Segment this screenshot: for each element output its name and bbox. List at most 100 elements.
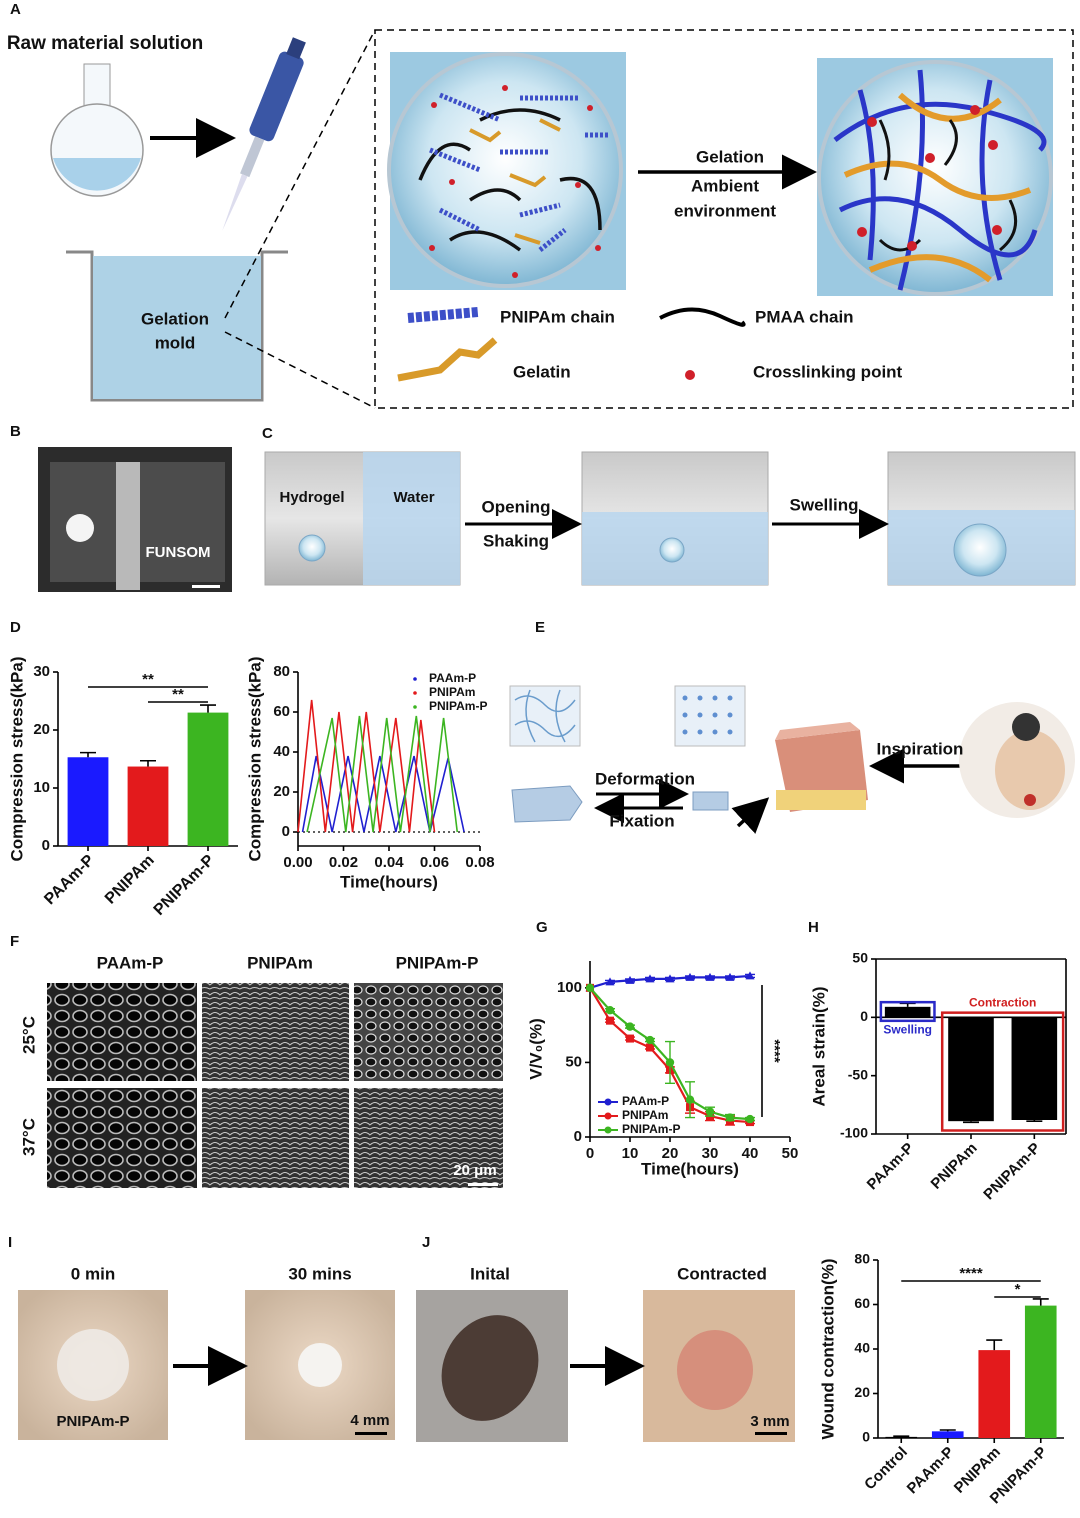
legend-label: Crosslinking point: [753, 362, 903, 381]
panel-letter: I: [8, 1234, 12, 1251]
bar: [884, 1006, 931, 1018]
data-point: [645, 974, 655, 983]
legend-label: PNIPAm-P: [429, 699, 487, 713]
data-point: [665, 1058, 675, 1067]
data-point: [745, 1114, 755, 1124]
y-tick-label: -100: [840, 1125, 868, 1141]
x-tick-label: 0.02: [329, 854, 358, 871]
scale-label: 4 mm: [350, 1412, 389, 1429]
error-bar: [963, 1121, 979, 1124]
data-point: [625, 1022, 635, 1031]
data-point: [725, 972, 735, 981]
annotation-label: Swelling: [883, 1022, 932, 1036]
label: 0 min: [71, 1264, 115, 1283]
flask: [50, 63, 144, 197]
zoom-box: [374, 29, 1074, 409]
label: Raw material solution: [7, 33, 203, 54]
error-bar: [986, 1339, 1003, 1351]
label: Inspiration: [877, 739, 964, 758]
x-tick-label: PNIPAm: [102, 852, 158, 908]
y-tick-label: 60: [854, 1295, 870, 1311]
error-bar: [1032, 1298, 1049, 1306]
data-point: [745, 971, 755, 980]
panel-letter: H: [808, 919, 819, 936]
y-tick-label: 60: [273, 703, 290, 720]
x-tick-label: 0: [586, 1145, 594, 1162]
photo-label: FUNSOM: [146, 544, 211, 561]
bar: [67, 757, 109, 846]
bar: [127, 766, 169, 846]
legend-label: PAAm-P: [429, 671, 476, 685]
row-header: 25°C: [19, 1016, 38, 1054]
panel-letter: J: [422, 1234, 430, 1251]
data-point: [585, 983, 595, 993]
x-axis-title: Time(hours): [340, 872, 438, 891]
zoom-line: [224, 331, 376, 409]
error-bar: [893, 1435, 910, 1438]
label: Opening: [482, 497, 551, 516]
y-tick-label: 20: [33, 721, 50, 738]
label: Shaking: [483, 531, 549, 550]
scale-label: 20 μm: [453, 1162, 496, 1179]
significance-label: **: [142, 671, 154, 688]
significance-label: *: [1015, 1281, 1021, 1298]
panel-letter: D: [10, 619, 21, 636]
x-tick-label: PAAm-P: [904, 1444, 958, 1498]
label: Fixation: [609, 811, 674, 830]
data-point: [626, 1034, 634, 1043]
y-tick-label: 20: [273, 783, 290, 800]
x-tick-label: 0.06: [420, 854, 449, 871]
label: Ambient: [691, 176, 759, 195]
y-tick-label: 10: [33, 779, 50, 796]
significance-label: ****: [959, 1265, 983, 1282]
legend-label: PNIPAm: [429, 685, 475, 699]
annotation-box: [940, 1011, 1065, 1132]
y-tick-label: 50: [852, 950, 868, 966]
sem-image: [47, 983, 503, 1188]
y-tick-label: 0: [862, 1429, 870, 1445]
y-axis-title: Wound contraction(%): [818, 1259, 837, 1440]
error-bar: [140, 759, 156, 767]
error-bar: [939, 1429, 956, 1432]
y-tick-label: 0: [282, 823, 290, 840]
y-tick-label: 20: [854, 1384, 870, 1400]
y-tick-label: 0: [574, 1128, 582, 1145]
legend-label: PNIPAm: [622, 1108, 668, 1122]
y-tick-label: -50: [848, 1066, 868, 1082]
bar: [931, 1431, 964, 1438]
annotation-label: Contraction: [969, 996, 1036, 1010]
x-tick-label: PNIPAm: [928, 1140, 981, 1193]
y-tick-label: 0: [42, 837, 50, 854]
column-header: PNIPAm-P: [396, 953, 479, 972]
series-line: [301, 755, 465, 833]
bar: [948, 1017, 994, 1122]
panel-letter: E: [535, 619, 545, 636]
label: Hydrogel: [279, 489, 344, 506]
precursor-sphere: [387, 52, 626, 290]
mold: [66, 250, 288, 402]
pipette: [222, 37, 306, 231]
bar: [1011, 1017, 1058, 1120]
y-tick-label: 80: [273, 663, 290, 680]
column-header: PAAm-P: [97, 953, 164, 972]
legend-label: PNIPAm-P: [622, 1122, 680, 1136]
bag: [264, 451, 1076, 586]
legend-label: PNIPAm chain: [500, 307, 615, 326]
data-point: [665, 974, 675, 983]
label: environment: [674, 201, 776, 220]
x-tick-label: 40: [742, 1145, 759, 1162]
panel-letter: B: [10, 423, 21, 440]
photo: [18, 1290, 795, 1442]
y-axis-title: Areal strain(%): [809, 987, 828, 1107]
label: Deformation: [595, 769, 695, 788]
label: Contracted: [677, 1264, 767, 1283]
y-tick-label: 80: [854, 1251, 870, 1267]
series-line: [306, 715, 459, 833]
x-tick-label: PNIPAm-P: [151, 852, 218, 919]
data-point: [705, 1107, 715, 1116]
x-axis-title: Time(hours): [641, 1159, 739, 1178]
legend-label: PMAA chain: [755, 307, 854, 326]
x-tick-label: 0.08: [465, 854, 494, 871]
annotation-box: [879, 1000, 936, 1023]
scale-label: 3 mm: [750, 1413, 789, 1430]
